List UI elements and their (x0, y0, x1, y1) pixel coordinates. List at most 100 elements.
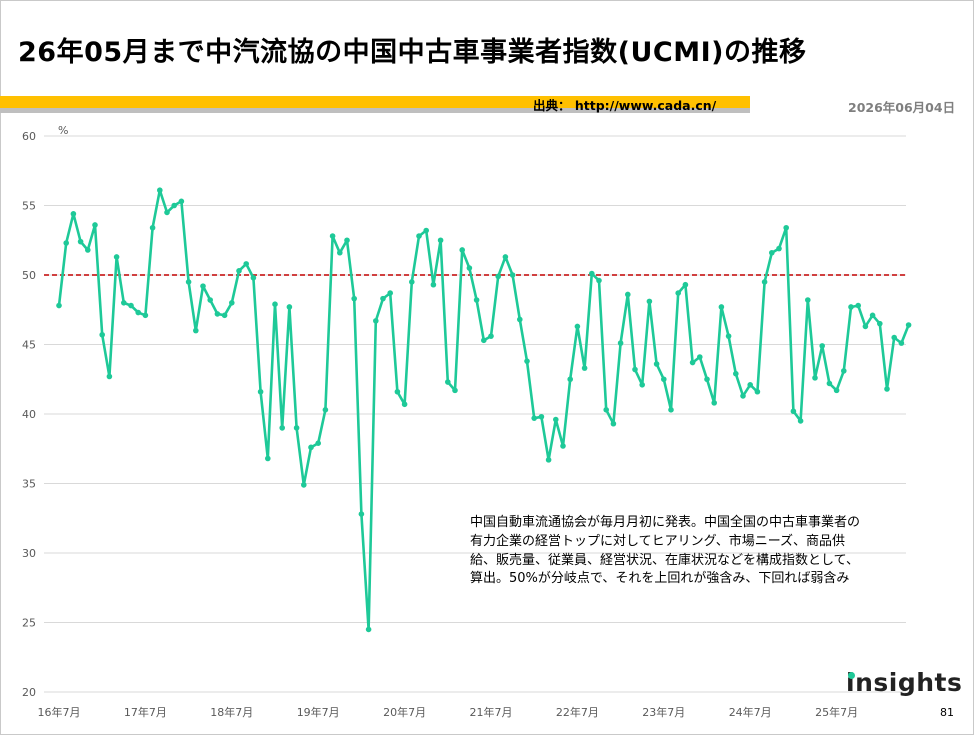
y-tick-label: 60 (22, 130, 36, 143)
x-tick-label: 17年7月 (124, 705, 167, 719)
data-point (718, 304, 725, 310)
data-point (891, 334, 897, 341)
data-point (92, 222, 98, 228)
data-point (63, 240, 69, 246)
data-point (733, 370, 739, 377)
x-tick-label: 23年7月 (642, 705, 685, 719)
data-point (409, 279, 415, 285)
chart-annotation-note: 中国自動車流通協会が毎月月初に発表。中国全国の中古車事業者の有力企業の経営トップ… (470, 515, 861, 587)
data-point (128, 302, 134, 309)
data-point (229, 300, 235, 306)
data-point (812, 375, 818, 381)
data-point (581, 365, 588, 371)
data-point (761, 279, 768, 285)
data-point (632, 366, 638, 373)
data-point (329, 233, 336, 239)
data-point (625, 291, 631, 298)
data-point (869, 312, 876, 319)
data-point (351, 295, 358, 302)
data-point (646, 298, 653, 305)
data-point (783, 224, 789, 231)
data-point (185, 279, 192, 285)
logo-dot-icon (848, 672, 855, 679)
data-point (164, 209, 170, 216)
y-tick-label: 30 (22, 547, 36, 560)
data-point (740, 393, 746, 399)
data-point (214, 311, 221, 317)
data-point (862, 323, 869, 330)
data-point (524, 358, 530, 364)
data-point (200, 283, 206, 289)
data-point (905, 322, 912, 328)
data-point (675, 290, 681, 296)
data-point (272, 301, 278, 307)
data-point (754, 388, 761, 395)
data-point (841, 368, 847, 374)
source-label: 出典： http://www.cada.cn/ (533, 98, 717, 113)
y-tick-label: 40 (22, 408, 36, 421)
data-point (157, 187, 163, 194)
data-point (293, 425, 300, 431)
x-tick-label: 20年7月 (383, 705, 426, 719)
data-point (877, 320, 883, 327)
x-tick-label: 16年7月 (38, 705, 81, 719)
data-point (517, 316, 523, 323)
data-point (257, 388, 264, 395)
data-point (617, 340, 624, 346)
data-point (776, 245, 782, 252)
data-point (689, 359, 696, 366)
y-tick-label: 55 (22, 200, 36, 213)
x-tick-label: 25年7月 (815, 705, 858, 719)
data-point (121, 300, 127, 306)
data-point (502, 254, 509, 260)
data-point (790, 408, 797, 415)
data-point (682, 281, 689, 288)
y-tick-label: 35 (22, 478, 36, 491)
data-point (445, 379, 451, 385)
data-point (466, 265, 473, 271)
data-point (589, 270, 595, 277)
data-point (308, 444, 314, 451)
data-point (473, 297, 480, 303)
data-point (603, 407, 609, 413)
data-point (56, 302, 62, 309)
page-title: 26年05月まで中汽流協の中国中古車事業者指数(UCMI)の推移 (18, 37, 807, 68)
y-axis-unit-label: % (58, 124, 68, 137)
title-underline-bar (0, 96, 750, 108)
data-point (711, 400, 717, 406)
data-point (279, 425, 286, 431)
data-point (193, 327, 199, 334)
data-point (639, 382, 645, 388)
data-point (567, 376, 573, 383)
data-point (452, 387, 458, 394)
data-point (85, 247, 91, 253)
data-point (855, 302, 861, 309)
data-point (265, 455, 271, 462)
data-point (358, 511, 365, 517)
data-point (495, 273, 502, 280)
data-point (797, 418, 804, 424)
data-point (315, 440, 322, 446)
data-point (365, 626, 372, 633)
data-point (301, 482, 307, 488)
data-point (113, 254, 120, 260)
data-point (481, 337, 487, 344)
data-point (848, 304, 854, 310)
data-point (416, 233, 422, 239)
x-tick-label: 19年7月 (297, 705, 340, 719)
data-point (704, 376, 710, 383)
data-point (826, 380, 833, 387)
data-point (819, 343, 825, 349)
data-point (596, 277, 602, 284)
x-tick-label: 21年7月 (470, 705, 513, 719)
data-point (459, 247, 466, 253)
data-point (769, 249, 775, 256)
page-number: 81 (940, 706, 954, 719)
data-point (337, 249, 343, 256)
insights-logo: insights (846, 668, 963, 697)
data-point (142, 312, 149, 319)
data-point (553, 416, 559, 423)
data-point (373, 318, 379, 324)
data-point (725, 333, 732, 339)
